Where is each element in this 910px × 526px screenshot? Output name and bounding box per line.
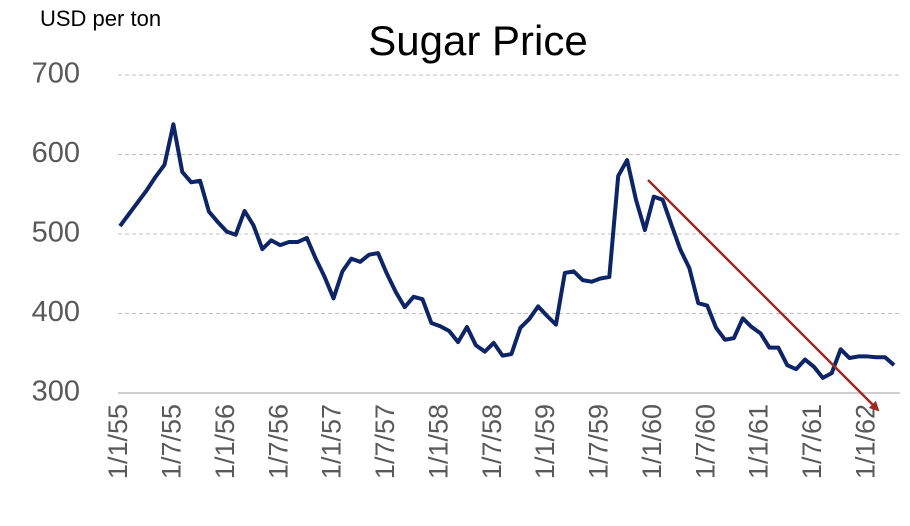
x-tick-label: 1/1/58 (423, 404, 453, 479)
x-tick-label: 1/7/60 (690, 404, 720, 479)
x-tick-label: 1/7/59 (584, 404, 614, 479)
x-tick-label: 1/1/56 (210, 404, 240, 479)
x-tick-label: 1/1/62 (850, 404, 880, 479)
chart-title: Sugar Price (368, 17, 587, 64)
y-tick-label: 500 (32, 217, 80, 249)
x-tick-label: 1/1/61 (744, 404, 774, 479)
y-axis-label: USD per ton (40, 6, 161, 31)
x-tick-label: 1/7/56 (263, 404, 293, 479)
x-tick-label: 1/7/61 (797, 404, 827, 479)
x-tick-label: 1/7/57 (370, 404, 400, 479)
y-tick-label: 300 (32, 376, 80, 408)
plot: 300 400 500 600 700 1/1/55 1/7/55 1/1/56 1/7/56 1… (32, 58, 900, 479)
y-tick-label: 600 (32, 137, 80, 169)
y-tick-label: 400 (32, 296, 80, 328)
x-tick-label: 1/1/60 (637, 404, 667, 479)
y-tick-label: 700 (32, 58, 80, 90)
x-tick-label: 1/7/55 (157, 404, 187, 479)
trend-arrow (647, 179, 880, 412)
x-tick-label: 1/1/55 (103, 404, 133, 479)
x-tick-label: 1/1/59 (530, 404, 560, 479)
price-line (118, 122, 896, 380)
x-tick-label: 1/1/57 (317, 404, 347, 479)
x-tick-label: 1/7/58 (477, 404, 507, 479)
